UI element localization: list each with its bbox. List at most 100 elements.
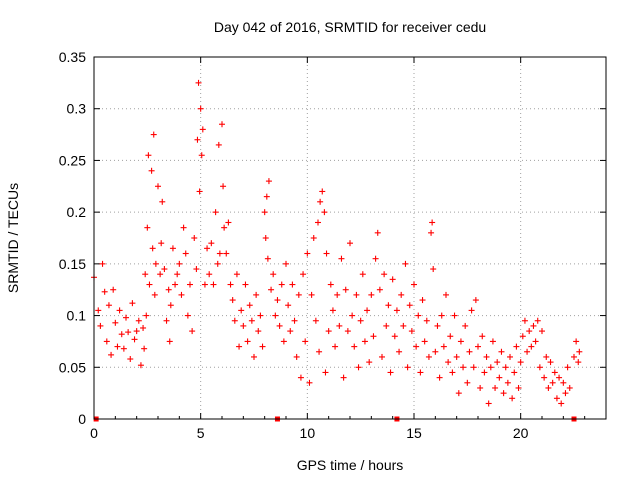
data-point [402,260,409,267]
data-point [276,322,283,329]
data-point [575,359,582,366]
data-point [562,390,569,397]
data-point [225,219,232,226]
data-point [547,359,554,366]
data-point [417,369,424,376]
data-point [534,317,541,324]
data-point [528,343,535,350]
data-point [270,271,277,278]
data-point [485,400,492,407]
data-point [312,317,319,324]
y-tick-label: 0.35 [59,49,86,65]
data-point [242,281,249,288]
data-point [253,291,260,298]
data-point [189,328,196,335]
data-point [285,302,292,309]
data-point [532,338,539,345]
data-point [114,343,121,350]
data-point [376,286,383,293]
data-point [323,250,330,257]
data-point [519,333,526,340]
data-point [364,307,371,314]
data-point [530,322,537,329]
data-point [212,209,219,216]
data-point [347,240,353,247]
data-point [233,271,240,278]
data-point [231,317,238,324]
data-point [366,359,373,366]
data-point [143,312,150,319]
data-point [381,271,388,278]
data-point [355,364,362,371]
data-point [146,281,153,288]
data-point [118,331,125,338]
data-point [415,312,422,319]
data-point [425,353,432,360]
data-point [261,209,268,216]
data-point [349,312,356,319]
data-point [144,224,151,231]
data-point [494,359,501,366]
data-point [334,291,341,298]
data-point [157,271,164,278]
data-point [515,384,522,391]
data-point [246,302,253,309]
data-point [150,131,157,138]
data-point [466,348,473,355]
data-point [379,353,385,360]
data-point [359,271,366,278]
x-tick-label: 20 [513,425,529,441]
data-point [357,317,364,324]
data-point [564,364,571,371]
data-point [216,250,223,257]
data-point [464,379,471,386]
data-point [167,302,174,309]
data-point [142,271,149,278]
data-point [453,353,460,360]
data-point [105,302,112,309]
data-point [278,281,285,288]
data-point [434,322,441,329]
data-point [191,235,198,241]
data-point [361,338,368,345]
data-point [291,317,298,324]
data-point [411,281,417,288]
data-point [571,353,577,360]
data-point [387,369,394,376]
data-point [329,307,336,314]
x-tick-label: 0 [90,425,98,441]
data-point [391,333,398,340]
data-point [165,286,172,293]
data-point [187,281,193,288]
data-point [297,374,304,381]
data-point [112,319,119,326]
data-point [479,333,486,340]
data-point [447,333,454,340]
data-point [155,183,161,190]
data-point [236,343,243,350]
data-point [498,348,505,355]
data-point [272,312,279,319]
data-point [423,317,430,324]
x-axis-label: GPS time / hours [297,457,404,473]
data-point [428,229,435,236]
data-point [306,379,313,386]
data-point [204,245,211,252]
data-point [336,322,343,329]
data-point [95,307,102,314]
data-point [468,307,475,314]
y-tick-label: 0.2 [67,204,87,220]
x-tick-label: 5 [197,425,205,441]
data-point [325,328,332,335]
data-point [240,322,247,329]
data-point [551,369,558,376]
y-tick-label: 0.3 [67,101,87,117]
data-point [289,281,296,288]
series-SRMTID [91,79,583,407]
data-point [221,224,228,231]
data-point [198,152,205,159]
plot-frame [93,56,607,420]
data-point [141,345,148,352]
data-point [169,245,176,252]
